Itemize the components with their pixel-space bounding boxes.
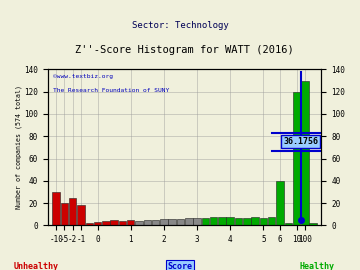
Bar [243,218,251,225]
Bar [119,221,126,225]
Bar [210,217,217,225]
Bar [276,181,284,225]
Bar [293,92,300,225]
Bar [69,198,76,225]
Text: Score: Score [167,262,193,270]
Bar [127,220,135,225]
Text: The Research Foundation of SUNY: The Research Foundation of SUNY [53,88,170,93]
Bar [177,219,184,225]
Bar [102,221,110,225]
Text: Healthy: Healthy [299,262,334,270]
Bar [53,192,60,225]
Bar [260,218,267,225]
Bar [111,220,118,225]
Title: Z''-Score Histogram for WATT (2016): Z''-Score Histogram for WATT (2016) [75,45,294,55]
Bar [309,223,317,225]
Bar [77,205,85,225]
Text: ©www.textbiz.org: ©www.textbiz.org [53,74,113,79]
Bar [135,221,143,225]
Bar [284,223,292,225]
Bar [160,219,168,225]
Bar [235,218,242,225]
Bar [268,217,275,225]
Bar [202,218,209,225]
Bar [94,222,101,225]
Bar [168,219,176,225]
Bar [185,218,193,225]
Bar [218,217,226,225]
Text: Sector: Technology: Sector: Technology [132,21,228,30]
Bar [86,223,93,225]
Text: Unhealthy: Unhealthy [14,262,58,270]
Text: 36.1756: 36.1756 [283,137,318,146]
Bar [193,218,201,225]
Bar [301,80,309,225]
Bar [144,220,151,225]
Bar [251,217,259,225]
Bar [61,203,68,225]
Bar [226,217,234,225]
Y-axis label: Number of companies (574 total): Number of companies (574 total) [15,85,22,210]
Bar [152,220,159,225]
